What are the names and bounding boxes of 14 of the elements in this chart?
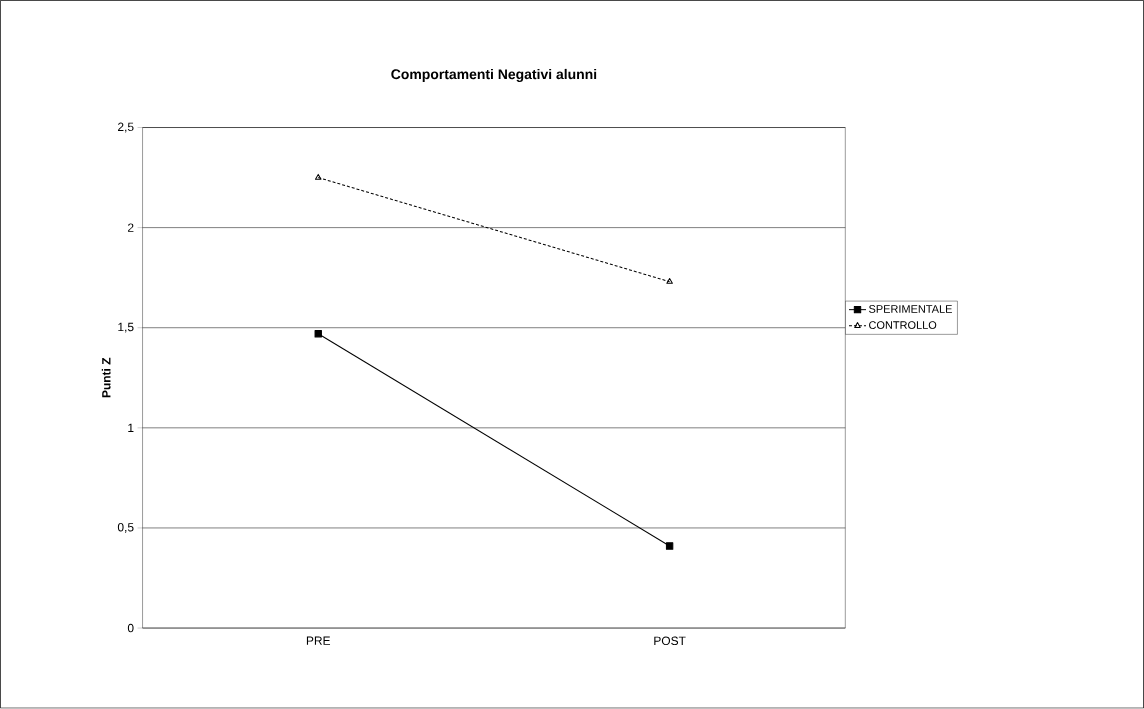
point [665, 542, 674, 550]
y-tick-label: 0 [127, 624, 134, 633]
y-tick-label: 1,5 [118, 323, 134, 333]
y-tick-label: 2,5 [118, 122, 134, 133]
point [314, 330, 322, 338]
y-tick-label: 0,5 [117, 523, 134, 534]
chart-title: Comportamenti Negativi alunni [391, 69, 597, 83]
legend-label: CONTROLLO [869, 321, 937, 330]
x-tick-label: POST [654, 636, 686, 646]
y-axis-title: Punti Z [101, 358, 111, 398]
y-tick-label: 1 [128, 423, 134, 433]
y-tick-label: 2 [127, 223, 134, 233]
x-tick-label: PRE [306, 636, 331, 646]
legend-label: SPERIMENTALE [869, 305, 952, 314]
